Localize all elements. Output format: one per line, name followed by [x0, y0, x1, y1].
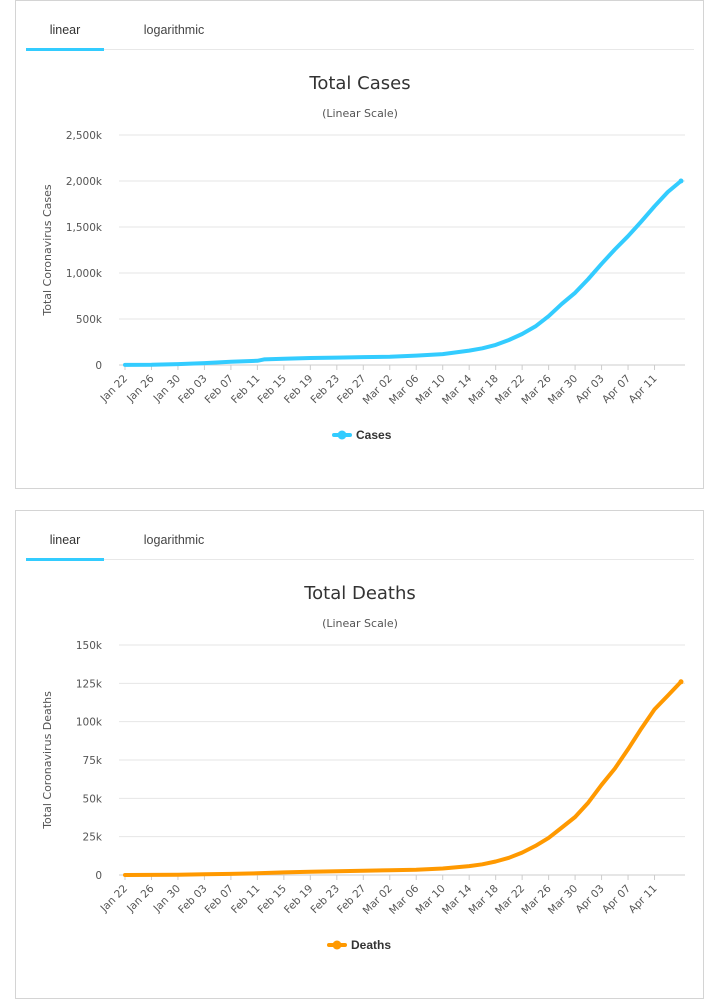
x-tick-label: Feb 15: [256, 883, 289, 916]
x-tick-label: Feb 19: [282, 883, 315, 916]
y-tick-label: 2,000k: [66, 176, 103, 188]
legend-label: Deaths: [351, 938, 391, 952]
x-tick-label: Apr 07: [600, 373, 633, 406]
series-line: [123, 179, 683, 367]
x-tick-label: Feb 23: [308, 373, 341, 406]
y-axis-title: Total Coronavirus Cases: [41, 184, 54, 317]
legend-label: Cases: [356, 428, 392, 442]
legend-marker: [332, 940, 342, 950]
x-tick-label: Feb 07: [203, 883, 236, 916]
y-tick-label: 75k: [83, 755, 103, 767]
series-line: [123, 679, 683, 877]
tab-linear[interactable]: linear: [26, 1, 104, 51]
cases-chart-panel: linear logarithmic Total Cases (Linear Sc…: [15, 0, 704, 489]
chart-subtitle: (Linear Scale): [322, 617, 398, 630]
y-tick-label: 150k: [76, 640, 103, 652]
chart-title: Total Cases: [308, 73, 410, 94]
y-tick-label: 125k: [76, 678, 103, 690]
x-tick-label: Apr 03: [574, 883, 607, 916]
legend-item[interactable]: Deaths: [327, 938, 391, 952]
tab-linear[interactable]: linear: [26, 511, 104, 561]
scale-tabs: linear logarithmic: [26, 511, 694, 561]
y-tick-label: 50k: [83, 793, 103, 805]
x-tick-label: Feb 11: [229, 373, 262, 406]
series-end-point: [678, 679, 684, 685]
x-tick-label: Jan 26: [124, 372, 157, 405]
legend-item[interactable]: Cases: [332, 428, 392, 442]
y-tick-label: 500k: [76, 314, 103, 326]
x-tick-label: Apr 03: [574, 373, 607, 406]
y-tick-label: 100k: [76, 717, 103, 729]
y-axis-title: Total Coronavirus Deaths: [41, 691, 54, 830]
y-tick-label: 1,500k: [66, 222, 103, 234]
tab-logarithmic[interactable]: logarithmic: [143, 533, 205, 547]
x-tick-label: Jan 22: [98, 883, 130, 915]
deaths-chart-panel: linear logarithmic Total Deaths (Linear S…: [15, 510, 704, 999]
y-tick-label: 0: [95, 360, 102, 372]
x-tick-label: Mar 30: [546, 373, 580, 407]
cases-line-chart: Total Cases (Linear Scale) 0 500k 1,000k 1,50…: [41, 73, 685, 442]
x-tick-label: Feb 19: [282, 373, 315, 406]
series-end-point: [678, 178, 684, 184]
y-tick-label: 0: [95, 870, 102, 882]
chart-subtitle: (Linear Scale): [322, 107, 398, 120]
x-tick-label: Jan 26: [124, 882, 157, 915]
x-tick-label: Feb 03: [176, 373, 209, 406]
x-tick-label: Apr 07: [600, 883, 633, 916]
x-tick-label: Feb 15: [256, 373, 289, 406]
y-tick-label: 2,500k: [66, 130, 103, 142]
x-tick-label: Feb 11: [229, 883, 262, 916]
y-tick-label: 25k: [83, 832, 103, 844]
x-tick-label: Apr 11: [626, 373, 659, 406]
x-tick-label: Feb 23: [308, 883, 341, 916]
deaths-line-chart: Total Deaths (Linear Scale) 0 25k 50k 75k 100k…: [41, 583, 685, 952]
chart-title: Total Deaths: [303, 583, 416, 604]
x-tick-label: Feb 07: [203, 373, 236, 406]
tab-logarithmic[interactable]: logarithmic: [143, 23, 205, 37]
legend-marker: [337, 430, 347, 440]
x-tick-label: Apr 11: [626, 883, 659, 916]
y-tick-label: 1,000k: [66, 268, 103, 280]
x-tick-label: Jan 22: [98, 373, 130, 405]
scale-tabs: linear logarithmic: [26, 1, 694, 51]
x-tick-label: Feb 03: [176, 883, 209, 916]
x-tick-label: Mar 30: [546, 883, 580, 917]
